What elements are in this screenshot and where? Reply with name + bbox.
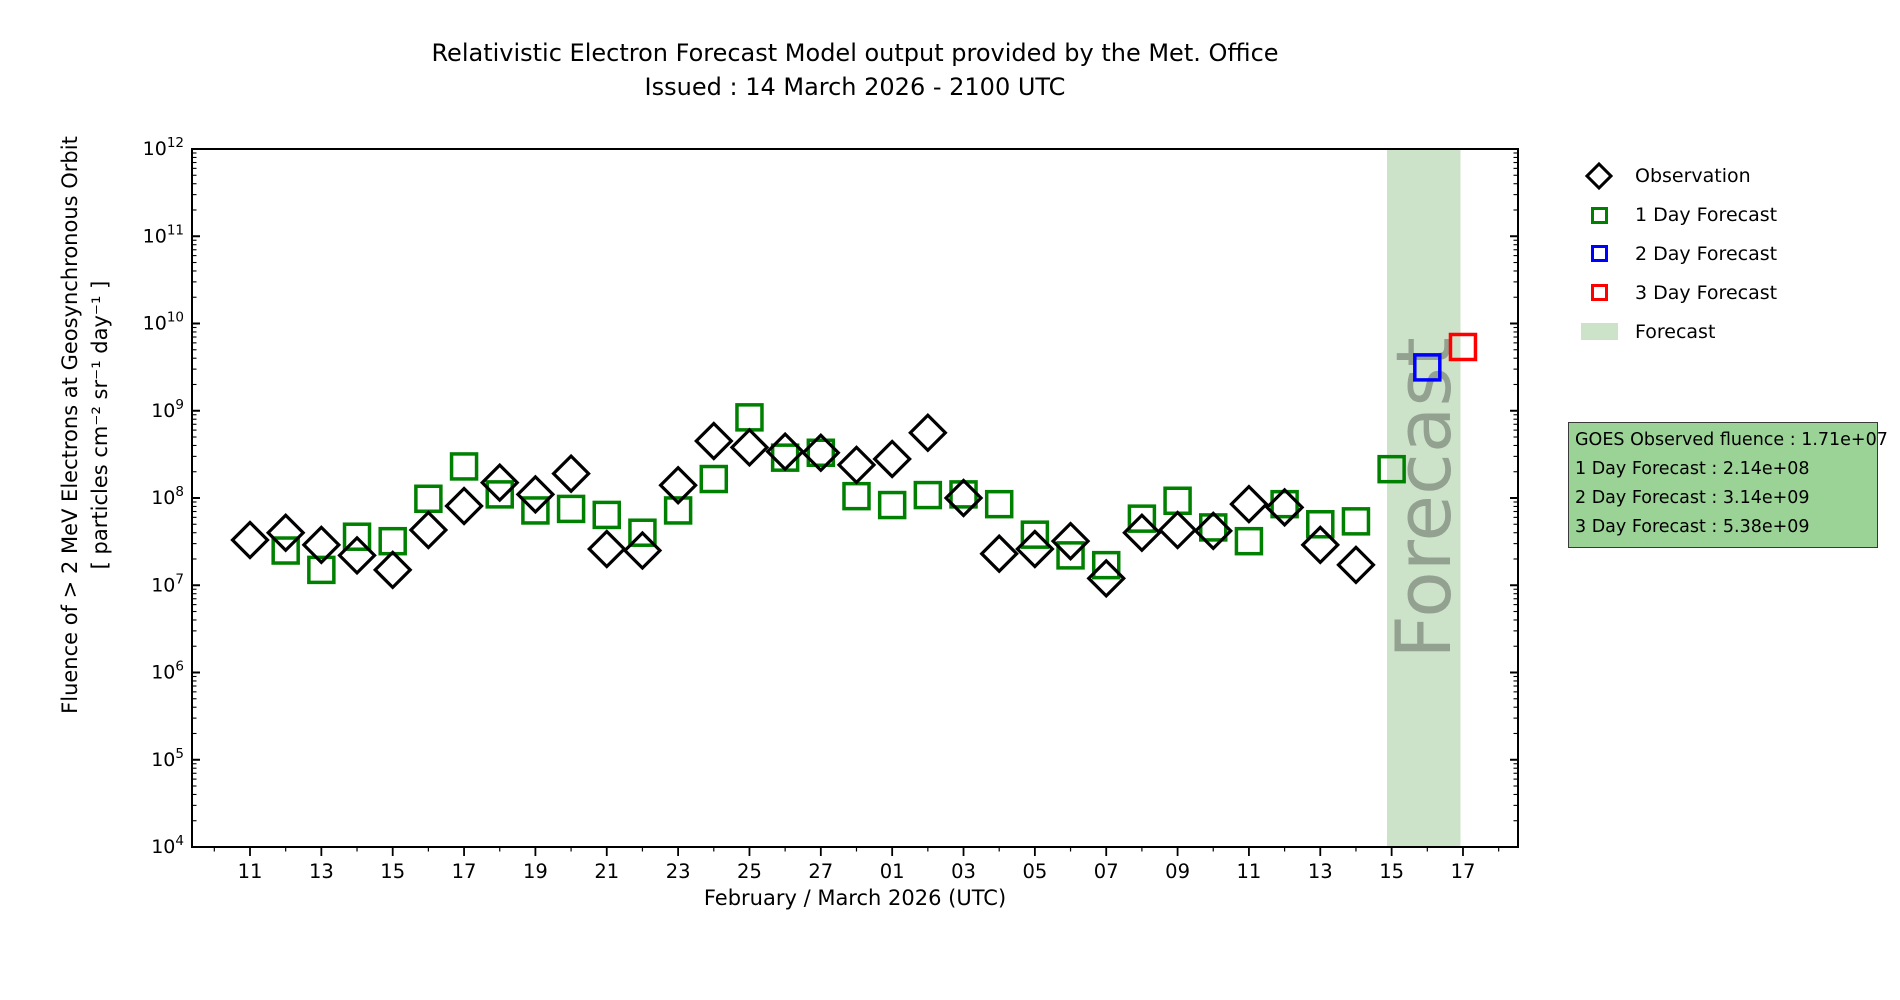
legend-label: 2 Day Forecast bbox=[1635, 242, 1778, 265]
svg-text:106: 106 bbox=[151, 659, 184, 684]
3day-square-icon bbox=[1580, 284, 1618, 302]
svg-text:13: 13 bbox=[1308, 860, 1333, 883]
y-axis-label: Fluence of > 2 MeV Electrons at Geosynch… bbox=[55, 136, 115, 714]
legend-item-2day-forecast: 2 Day Forecast bbox=[1580, 235, 1777, 274]
svg-text:05: 05 bbox=[1022, 860, 1047, 883]
legend-item-1day-forecast: 1 Day Forecast bbox=[1580, 196, 1777, 235]
legend-item-forecast-band: Forecast bbox=[1580, 312, 1777, 351]
svg-text:1010: 1010 bbox=[143, 310, 184, 335]
legend-label: 3 Day Forecast bbox=[1635, 281, 1778, 304]
svg-text:23: 23 bbox=[666, 860, 691, 883]
svg-text:17: 17 bbox=[1451, 860, 1476, 883]
svg-text:19: 19 bbox=[523, 860, 548, 883]
goes-observed-fluence: GOES Observed fluence : 1.71e+07 bbox=[1575, 430, 1888, 450]
legend-label: Forecast bbox=[1635, 320, 1716, 343]
svg-text:11: 11 bbox=[1237, 860, 1262, 883]
svg-text:105: 105 bbox=[151, 746, 184, 771]
svg-text:03: 03 bbox=[951, 860, 976, 883]
chart-title-line1: Relativistic Electron Forecast Model out… bbox=[431, 39, 1279, 67]
legend: Observation 1 Day Forecast 2 Day Forecas… bbox=[1580, 157, 1777, 351]
1day-forecast-value: 1 Day Forecast : 2.14e+08 bbox=[1575, 459, 1810, 479]
svg-text:27: 27 bbox=[808, 860, 833, 883]
svg-text:01: 01 bbox=[880, 860, 905, 883]
svg-text:09: 09 bbox=[1165, 860, 1190, 883]
chart-title: Relativistic Electron Forecast Model out… bbox=[192, 36, 1518, 104]
y-axis-label-line2: [ particles cm⁻² sr⁻¹ day⁻¹ ] bbox=[88, 280, 112, 570]
svg-text:Forecast: Forecast bbox=[1379, 337, 1468, 659]
forecast-band-patch-icon bbox=[1580, 323, 1618, 341]
svg-text:25: 25 bbox=[737, 860, 762, 883]
legend-item-observation: Observation bbox=[1580, 157, 1777, 196]
y-axis-label-line1: Fluence of > 2 MeV Electrons at Geosynch… bbox=[58, 136, 82, 714]
2day-forecast-value: 2 Day Forecast : 3.14e+09 bbox=[1575, 488, 1810, 508]
svg-text:13: 13 bbox=[309, 860, 334, 883]
legend-item-3day-forecast: 3 Day Forecast bbox=[1580, 273, 1777, 312]
svg-text:11: 11 bbox=[238, 860, 263, 883]
svg-text:108: 108 bbox=[151, 484, 184, 509]
svg-text:109: 109 bbox=[151, 397, 184, 422]
svg-text:1011: 1011 bbox=[143, 222, 184, 247]
svg-text:21: 21 bbox=[594, 860, 619, 883]
svg-text:17: 17 bbox=[452, 860, 477, 883]
observation-diamond-icon bbox=[1580, 162, 1618, 191]
3day-forecast-value: 3 Day Forecast : 5.38e+09 bbox=[1575, 517, 1810, 537]
forecast-values-box: GOES Observed fluence : 1.71e+07 1 Day F… bbox=[1568, 422, 1888, 548]
1day-square-icon bbox=[1580, 206, 1618, 224]
2day-square-icon bbox=[1580, 245, 1618, 263]
x-axis-label: February / March 2026 (UTC) bbox=[703, 886, 1007, 910]
svg-text:15: 15 bbox=[1379, 860, 1404, 883]
svg-text:107: 107 bbox=[151, 571, 184, 596]
legend-label: 1 Day Forecast bbox=[1635, 204, 1778, 227]
svg-text:1012: 1012 bbox=[143, 135, 184, 160]
chart-title-line2: Issued : 14 March 2026 - 2100 UTC bbox=[644, 73, 1066, 101]
svg-text:07: 07 bbox=[1094, 860, 1119, 883]
legend-label: Observation bbox=[1635, 165, 1751, 188]
svg-text:15: 15 bbox=[380, 860, 405, 883]
svg-text:104: 104 bbox=[151, 833, 184, 858]
